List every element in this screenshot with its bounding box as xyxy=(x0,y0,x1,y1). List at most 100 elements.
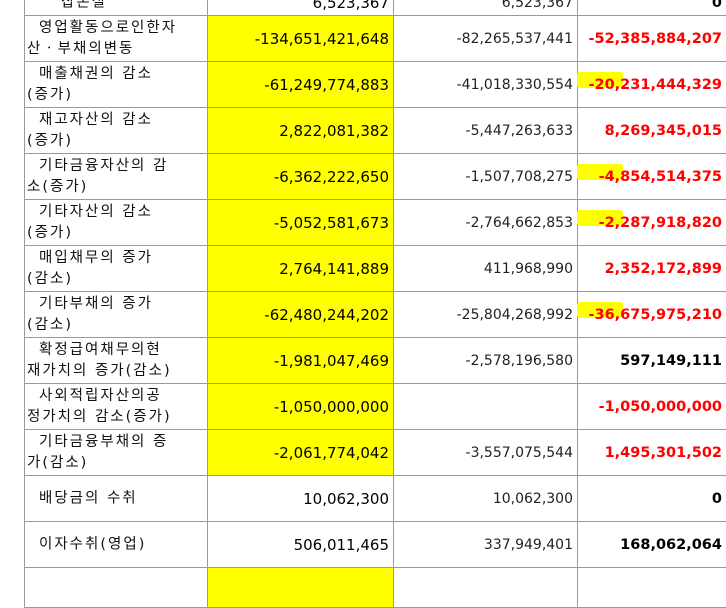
prior-value-cell[interactable]: -5,447,263,633 xyxy=(394,108,578,154)
difference-cell[interactable]: 0 xyxy=(578,0,726,16)
difference-cell[interactable]: 597,149,111 xyxy=(578,338,726,384)
row-label-line1: 기타부채의 증가 xyxy=(39,295,153,312)
difference-text: 597,149,111 xyxy=(620,352,722,369)
current-value-cell[interactable] xyxy=(208,568,394,608)
current-value-cell[interactable]: 506,011,465 xyxy=(208,522,394,568)
label-cell[interactable]: 배당금의 수취 xyxy=(24,476,208,522)
prior-value-cell[interactable]: -25,804,268,992 xyxy=(394,292,578,338)
table-row: 영업활동으로인한자 산ㆍ부채의변동 -134,651,421,648 -82,265,… xyxy=(0,16,726,62)
table-row: 잡손실 6,523,367 6,523,367 0 xyxy=(0,0,726,16)
difference-cell[interactable]: 168,062,064 xyxy=(578,522,726,568)
row-label-line1: 기타금융부채의 증 xyxy=(39,433,169,450)
current-value-cell[interactable]: -1,981,047,469 xyxy=(208,338,394,384)
difference-cell[interactable]: -1,050,000,000 xyxy=(578,384,726,430)
row-label-line2: (감소) xyxy=(27,270,73,287)
current-value-text: 506,011,465 xyxy=(293,535,389,554)
row-label: 매입채무의 증가 (감소) xyxy=(27,248,205,290)
difference-cell[interactable]: 1,495,301,502 xyxy=(578,430,726,476)
prior-value-cell[interactable]: -2,764,662,853 xyxy=(394,200,578,246)
current-value-cell[interactable]: -6,362,222,650 xyxy=(208,154,394,200)
label-cell[interactable]: 기타금융자산의 감 소(증가) xyxy=(24,154,208,200)
prior-value-cell[interactable] xyxy=(394,384,578,430)
table-row: 사외적립자산의공 정가치의 감소(증가) -1,050,000,000 -1,050,… xyxy=(0,384,726,430)
prior-value-cell[interactable] xyxy=(394,568,578,608)
current-value-cell[interactable]: 10,062,300 xyxy=(208,476,394,522)
label-cell[interactable]: 영업활동으로인한자 산ㆍ부채의변동 xyxy=(24,16,208,62)
prior-value-cell[interactable]: -3,557,075,544 xyxy=(394,430,578,476)
prior-value-cell[interactable]: 337,949,401 xyxy=(394,522,578,568)
current-value-cell[interactable]: 2,822,081,382 xyxy=(208,108,394,154)
prior-value-text: 6,523,367 xyxy=(501,0,573,11)
current-value-text: -6,362,222,650 xyxy=(273,167,389,186)
prior-value-text: -82,265,537,441 xyxy=(456,30,573,47)
current-value-text: -1,981,047,469 xyxy=(273,351,389,370)
prior-value-cell[interactable]: -41,018,330,554 xyxy=(394,62,578,108)
row-label-line1: 확정급여채무의현 xyxy=(39,341,162,358)
current-value-cell[interactable]: 6,523,367 xyxy=(208,0,394,16)
current-value-cell[interactable]: -134,651,421,648 xyxy=(208,16,394,62)
prior-value-cell[interactable]: 411,968,990 xyxy=(394,246,578,292)
label-cell[interactable]: 재고자산의 감소 (증가) xyxy=(24,108,208,154)
current-value-text: -2,061,774,042 xyxy=(273,443,389,462)
row-label-line1: 영업활동으로인한자 xyxy=(39,19,178,36)
current-value-cell[interactable]: -2,061,774,042 xyxy=(208,430,394,476)
highlight-mark xyxy=(577,302,623,318)
prior-value-cell[interactable]: 6,523,367 xyxy=(394,0,578,16)
current-value-text: 2,822,081,382 xyxy=(279,121,389,140)
label-cell[interactable]: 기타부채의 증가 (감소) xyxy=(24,292,208,338)
difference-cell[interactable]: 2,352,172,899 xyxy=(578,246,726,292)
row-label: 기타자산의 감소 (증가) xyxy=(27,202,205,244)
row-label: 잡손실 xyxy=(27,0,205,13)
prior-value-cell[interactable]: -82,265,537,441 xyxy=(394,16,578,62)
prior-value-text: -25,804,268,992 xyxy=(456,306,573,323)
difference-cell[interactable] xyxy=(578,568,726,608)
highlight-mark xyxy=(577,72,623,88)
label-cell[interactable]: 사외적립자산의공 정가치의 감소(증가) xyxy=(24,384,208,430)
difference-cell[interactable]: -4,854,514,375 xyxy=(578,154,726,200)
difference-cell[interactable]: -36,675,975,210 xyxy=(578,292,726,338)
table-row xyxy=(0,568,726,608)
highlight-mark xyxy=(577,164,623,180)
difference-cell[interactable]: -2,287,918,820 xyxy=(578,200,726,246)
difference-text: 2,352,172,899 xyxy=(604,260,722,277)
difference-cell[interactable]: 8,269,345,015 xyxy=(578,108,726,154)
difference-text: 168,062,064 xyxy=(620,536,722,553)
prior-value-cell[interactable]: -1,507,708,275 xyxy=(394,154,578,200)
current-value-cell[interactable]: 2,764,141,889 xyxy=(208,246,394,292)
label-cell[interactable]: 매입채무의 증가 (감소) xyxy=(24,246,208,292)
row-label: 배당금의 수취 xyxy=(27,488,205,509)
label-cell[interactable]: 이자수취(영업) xyxy=(24,522,208,568)
current-value-cell[interactable]: -62,480,244,202 xyxy=(208,292,394,338)
difference-text: 1,495,301,502 xyxy=(604,444,722,461)
prior-value-text: 411,968,990 xyxy=(483,260,573,277)
current-value-text: 6,523,367 xyxy=(312,0,389,12)
row-label-line1: 잡손실 xyxy=(61,0,108,10)
label-cell[interactable]: 잡손실 xyxy=(24,0,208,16)
difference-text: 0 xyxy=(711,0,722,11)
table-row: 기타부채의 증가 (감소) -62,480,244,202 -25,804,268,9… xyxy=(0,292,726,338)
prior-value-text: 337,949,401 xyxy=(483,536,573,553)
row-label-line2: 가(감소) xyxy=(27,454,89,471)
label-cell[interactable]: 기타자산의 감소 (증가) xyxy=(24,200,208,246)
difference-cell[interactable]: -52,385,884,207 xyxy=(578,16,726,62)
current-value-cell[interactable]: -1,050,000,000 xyxy=(208,384,394,430)
prior-value-text: -2,578,196,580 xyxy=(465,352,573,369)
table-row: 기타자산의 감소 (증가) -5,052,581,673 -2,764,662,853… xyxy=(0,200,726,246)
label-cell[interactable]: 매출채권의 감소 (증가) xyxy=(24,62,208,108)
difference-cell[interactable]: 0 xyxy=(578,476,726,522)
row-label-line1: 매입채무의 증가 xyxy=(39,249,153,266)
difference-cell[interactable]: -20,231,444,329 xyxy=(578,62,726,108)
current-value-cell[interactable]: -61,249,774,883 xyxy=(208,62,394,108)
prior-value-text: -5,447,263,633 xyxy=(465,122,573,139)
label-cell[interactable] xyxy=(24,568,208,608)
prior-value-cell[interactable]: 10,062,300 xyxy=(394,476,578,522)
row-label-line2: 재가치의 증가(감소) xyxy=(27,362,172,379)
current-value-cell[interactable]: -5,052,581,673 xyxy=(208,200,394,246)
difference-text: -1,050,000,000 xyxy=(598,398,722,415)
difference-text: -20,231,444,329 xyxy=(588,76,722,93)
table-row: 매입채무의 증가 (감소) 2,764,141,889 411,968,990 2,35… xyxy=(0,246,726,292)
prior-value-cell[interactable]: -2,578,196,580 xyxy=(394,338,578,384)
